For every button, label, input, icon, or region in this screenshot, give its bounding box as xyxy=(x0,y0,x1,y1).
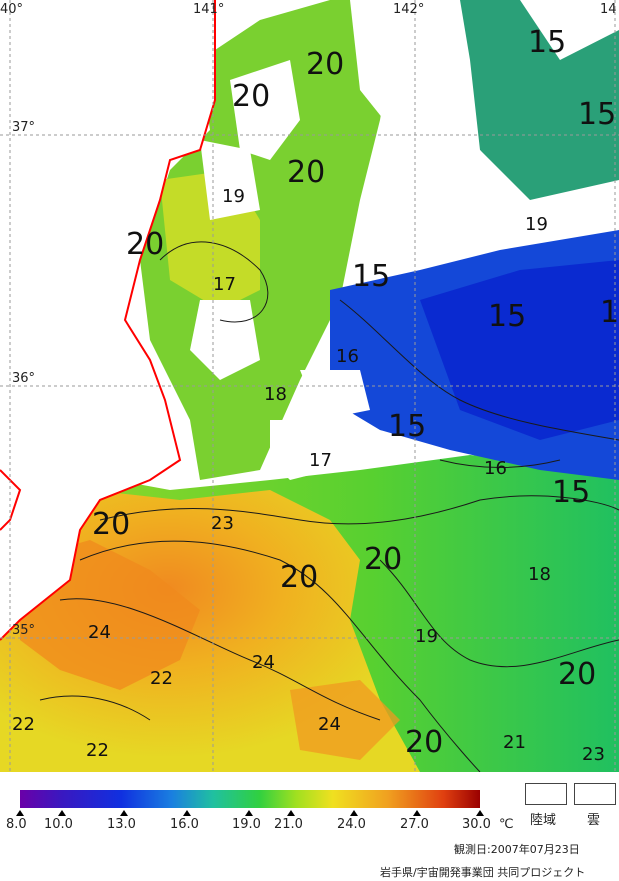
scale-tick-label: 16.0 xyxy=(170,817,199,832)
isotherm-label: 17 xyxy=(213,274,236,295)
scale-tick-label: 24.0 xyxy=(337,817,366,832)
scale-tick xyxy=(413,810,421,816)
scale-tick-label: 8.0 xyxy=(6,817,27,832)
isotherm-label: 17 xyxy=(309,450,332,471)
longitude-label-141: 141° xyxy=(193,2,225,17)
cloud-patch xyxy=(520,0,619,60)
land-honshu xyxy=(0,0,215,640)
scale-tick-label: 21.0 xyxy=(274,817,303,832)
isotherm-contours xyxy=(39,241,619,772)
isotherm-label: 20 xyxy=(306,47,345,82)
latitude-label-37: 37° xyxy=(12,120,36,135)
cloud-patch xyxy=(270,420,330,480)
scale-tick-label: 13.0 xyxy=(107,817,136,832)
isotherm-label: 15 xyxy=(578,97,617,132)
isotherm-label: 18 xyxy=(528,564,551,585)
legend-land-label: 陸域 xyxy=(530,813,557,828)
isotherm-label: 22 xyxy=(12,714,35,735)
isotherm-label: 24 xyxy=(88,622,111,643)
scale-tick xyxy=(350,810,358,816)
isotherm-label: 1 xyxy=(600,295,619,330)
scale-tick xyxy=(58,810,66,816)
isotherm-label: 20 xyxy=(232,79,271,114)
legend-cloud-label: 雲 xyxy=(587,813,601,828)
isotherm-label: 20 xyxy=(405,725,444,760)
scale-tick-label: 19.0 xyxy=(232,817,261,832)
isotherm-label: 15 xyxy=(488,299,527,334)
cloud-patch xyxy=(190,300,260,380)
sea-cold-core xyxy=(420,260,619,440)
isotherm-label: 20 xyxy=(558,657,597,692)
isotherm-label: 16 xyxy=(336,346,359,367)
longitude-label-140: 40° xyxy=(0,2,24,17)
cloud-patch xyxy=(300,370,370,420)
isotherm-label: 15 xyxy=(388,409,427,444)
isotherm-label: 19 xyxy=(415,626,438,647)
scale-tick xyxy=(120,810,128,816)
isotherm-label: 16 xyxy=(484,458,507,479)
isotherm-label: 20 xyxy=(126,227,165,262)
scale-unit: ℃ xyxy=(499,817,514,832)
isotherm-label: 20 xyxy=(280,560,319,595)
graticule xyxy=(0,0,619,772)
legend-land-swatch xyxy=(525,783,567,805)
isotherm-label: 15 xyxy=(528,25,567,60)
isotherm-label: 22 xyxy=(150,668,173,689)
isotherm-label: 23 xyxy=(582,744,605,765)
isotherm-label: 20 xyxy=(287,155,326,190)
latitude-label-35: 35° xyxy=(12,623,36,638)
isotherm-label: 20 xyxy=(364,542,403,577)
scale-tick xyxy=(287,810,295,816)
temperature-color-scale xyxy=(20,790,480,808)
isotherm-label: 19 xyxy=(222,186,245,207)
scale-tick-label: 30.0 xyxy=(462,817,491,832)
credit-line: 岩手県/宇宙開発事業団 共同プロジェクト xyxy=(380,866,586,879)
cloud-patch xyxy=(200,140,260,220)
coastline xyxy=(0,0,216,641)
cloud-patch xyxy=(350,0,460,140)
isotherm-label: 24 xyxy=(252,652,275,673)
isotherm-label: 15 xyxy=(552,475,591,510)
longitude-label-142: 142° xyxy=(393,2,425,17)
observation-date: 観測日:2007年07月23日 xyxy=(454,843,580,856)
sea-warm-patch xyxy=(290,680,400,760)
longitude-label-143: 14 xyxy=(600,2,617,17)
sea-surface-temperature-map xyxy=(0,0,619,772)
scale-tick-label: 10.0 xyxy=(44,817,73,832)
isotherm-label: 15 xyxy=(352,259,391,294)
isotherm-label: 22 xyxy=(86,740,109,761)
legend-cloud-swatch xyxy=(574,783,616,805)
scale-tick xyxy=(16,810,24,816)
latitude-label-36: 36° xyxy=(12,371,36,386)
isotherm-label: 21 xyxy=(503,732,526,753)
scale-tick xyxy=(245,810,253,816)
isotherm-label: 24 xyxy=(318,714,341,735)
isotherm-label: 19 xyxy=(525,214,548,235)
isotherm-label: 23 xyxy=(211,513,234,534)
scale-tick-label: 27.0 xyxy=(400,817,429,832)
scale-tick xyxy=(183,810,191,816)
scale-tick xyxy=(476,810,484,816)
isotherm-label: 20 xyxy=(92,507,131,542)
isotherm-label: 18 xyxy=(264,384,287,405)
